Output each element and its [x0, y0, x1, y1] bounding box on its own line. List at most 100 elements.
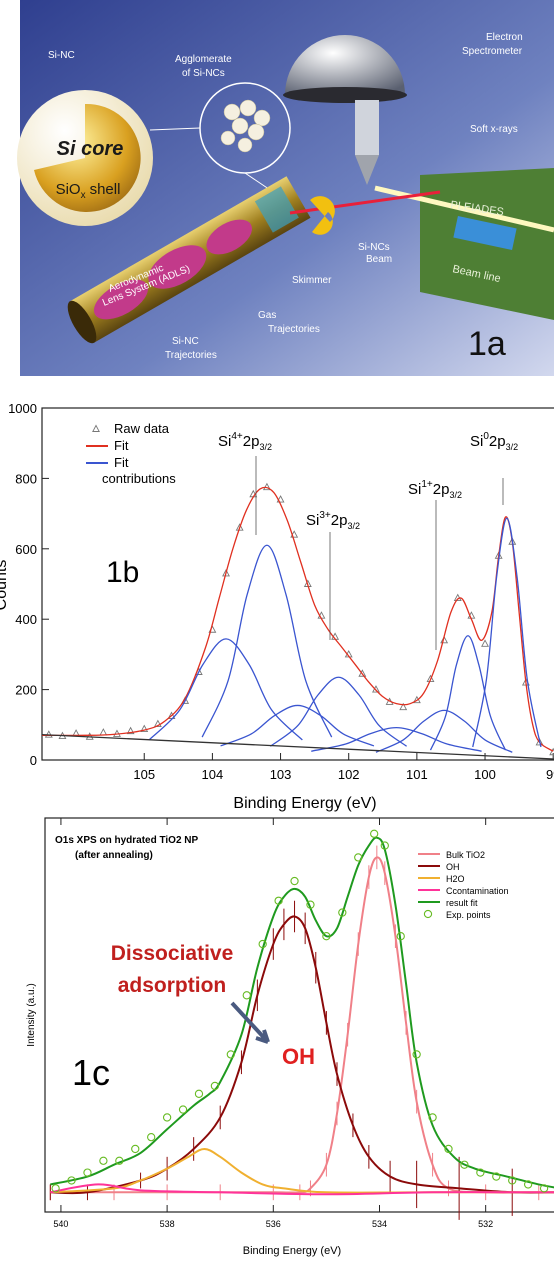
legend-marker — [92, 424, 100, 432]
label: Spectrometer — [462, 46, 523, 57]
legend-label: H2O — [446, 874, 465, 884]
data-point — [147, 1132, 156, 1142]
peak-label-part: 3/2 — [347, 521, 360, 531]
data-point — [131, 1144, 140, 1154]
label: Trajectories — [165, 350, 217, 361]
label: Trajectories — [268, 324, 320, 335]
y-tick-label: 0 — [30, 753, 37, 768]
data-point — [399, 702, 408, 711]
illustration: Si-NC Agglomerate of Si-NCs Electron Spe… — [17, 0, 554, 376]
series-line — [311, 726, 482, 752]
peak-label-part: 3/2 — [506, 442, 519, 452]
data-point — [226, 1050, 235, 1059]
data-point — [242, 991, 251, 1000]
series-line — [50, 856, 554, 1194]
series-line — [269, 676, 408, 747]
spectrometer-nozzle — [355, 100, 379, 155]
spectrometer-base — [283, 87, 407, 103]
series-line — [50, 836, 554, 1189]
data-point — [306, 900, 315, 909]
peak-label: Si4+2p3/2 — [218, 431, 272, 452]
y-tick-label: 200 — [15, 683, 37, 698]
peak-label-part: 4+ — [231, 431, 243, 442]
legend-label: Fit contributions — [102, 455, 176, 486]
data-point — [549, 747, 554, 756]
data-point — [67, 1176, 76, 1185]
chart: 540 538 536 534 532 Binding Energy (eV) Intens… — [26, 817, 554, 1257]
series-line — [50, 1183, 554, 1196]
legend-label: Raw data — [114, 421, 170, 436]
beamline-device — [453, 216, 517, 250]
series-line — [201, 544, 333, 738]
x-tick-label: 99 — [546, 767, 554, 782]
label: Si core — [57, 138, 124, 160]
data-point — [440, 635, 449, 644]
agglomerate — [220, 99, 271, 153]
label: Electron — [486, 32, 523, 43]
data-point — [83, 1168, 92, 1177]
data-point — [476, 1168, 485, 1177]
series-line — [429, 635, 507, 751]
data-point — [153, 719, 162, 728]
x-tick-label: 100 — [474, 767, 496, 782]
label: of Si-NCs — [182, 68, 225, 79]
chart: 105 104 103 102 101 100 99 0 200 400 600 800 1000 Bin… — [0, 401, 554, 812]
x-tick-label: 532 — [478, 1219, 493, 1229]
data-point — [210, 1081, 220, 1091]
connector — [149, 127, 201, 131]
legend-label: Exp. points — [446, 910, 491, 920]
legend-label-part: Fit — [114, 455, 129, 470]
chart-subtitle: (after annealing) — [75, 850, 153, 861]
y-tick-label: 400 — [15, 612, 37, 627]
x-tick-label: 536 — [266, 1219, 281, 1229]
data-point — [370, 829, 379, 838]
label: Agglomerate — [175, 54, 232, 65]
data-point — [426, 674, 435, 682]
adls — [67, 176, 311, 344]
legend-marker — [423, 909, 433, 919]
x-tick-label: 102 — [338, 767, 360, 782]
x-axis-label: Binding Energy (eV) — [243, 1245, 341, 1257]
x-axis-label: Binding Energy (eV) — [233, 795, 376, 812]
data-point — [396, 932, 405, 941]
spectrometer-tip — [355, 155, 379, 185]
data-point — [535, 737, 544, 746]
data-point — [444, 1144, 453, 1154]
soft-xrays — [374, 185, 554, 233]
arrow — [230, 1001, 270, 1044]
data-point — [51, 1184, 60, 1193]
data-point — [428, 1113, 437, 1122]
peak-label-part: Si — [306, 512, 319, 529]
label-part: x — [81, 190, 86, 201]
peak-label-part: 3/2 — [259, 442, 272, 452]
beam — [289, 190, 441, 215]
data-point — [178, 1105, 188, 1114]
label: Beam — [366, 254, 392, 265]
series-line — [220, 704, 375, 747]
data-point — [99, 728, 108, 736]
skimmer — [310, 196, 335, 235]
x-tick-label: 103 — [270, 767, 292, 782]
data-point — [380, 841, 389, 850]
data-point — [492, 1172, 501, 1181]
plot-frame — [41, 407, 554, 761]
core — [34, 103, 141, 212]
peak-label-part: 2p — [489, 433, 506, 450]
series-line — [375, 709, 513, 753]
peak-label-part: 1+ — [421, 479, 433, 490]
legend-label: Ccontamination — [446, 886, 509, 896]
peak-label: Si02p3/2 — [470, 431, 518, 452]
data-point — [44, 730, 53, 738]
data-point — [258, 939, 267, 949]
y-tick-label: 800 — [15, 471, 37, 486]
series-line — [41, 486, 554, 752]
data-point — [167, 711, 176, 719]
label: Si-NC — [172, 336, 199, 347]
peak-label-part: Si — [218, 433, 231, 450]
data-point — [539, 1184, 549, 1193]
peak-label-part: 3/2 — [449, 490, 462, 500]
y-axis-label: Counts — [0, 560, 10, 611]
data-point — [262, 482, 271, 491]
